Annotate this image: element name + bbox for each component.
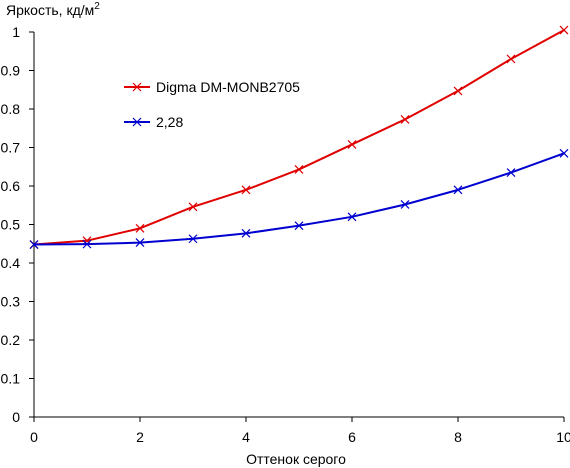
- data-point-marker: [188, 202, 198, 212]
- series-1: [29, 148, 569, 249]
- y-tick-label: 0.4: [1, 255, 21, 271]
- data-point-marker: [82, 239, 92, 249]
- x-axis-label: Оттенок серого: [246, 451, 346, 467]
- legend-label: 2,28: [156, 114, 183, 130]
- data-point-marker: [294, 165, 304, 174]
- legend-entry: Digma DM-MONB2705: [124, 79, 300, 95]
- data-point-marker: [132, 117, 142, 127]
- data-point-marker: [400, 200, 410, 209]
- y-tick-label: 0.8: [1, 101, 21, 117]
- y-tick-label: 0.6: [1, 178, 21, 194]
- data-point-marker: [506, 54, 516, 64]
- legend-entry: 2,28: [124, 114, 183, 130]
- y-axis-label-superscript: 2: [94, 1, 100, 12]
- y-tick-label: 0.9: [1, 63, 21, 79]
- legend: Digma DM-MONB2705 2,28: [124, 79, 300, 130]
- data-point-marker: [453, 185, 463, 195]
- data-point-marker: [132, 82, 142, 92]
- x-tick-label: 6: [348, 429, 356, 445]
- legend-label: Digma DM-MONB2705: [156, 79, 300, 95]
- data-point-marker: [400, 114, 410, 124]
- x-tick-label: 10: [556, 429, 570, 445]
- data-point-marker: [294, 221, 304, 231]
- x-tick-label: 4: [242, 429, 250, 445]
- y-axis-ticks: 0 0.1 0.2 0.3 0.4 0.5 0.6 0.7 0.8 0.9 1: [1, 24, 34, 425]
- series-0: [29, 25, 569, 249]
- y-tick-label: 1: [12, 24, 20, 40]
- y-tick-label: 0.1: [1, 371, 21, 387]
- data-point-marker: [135, 223, 145, 233]
- series-layer: [29, 25, 569, 249]
- data-point-marker: [29, 240, 39, 249]
- y-tick-label: 0: [12, 409, 20, 425]
- x-tick-label: 2: [136, 429, 144, 445]
- data-point-marker: [135, 238, 145, 248]
- data-point-marker: [453, 86, 463, 96]
- x-tick-label: 8: [454, 429, 462, 445]
- data-point-marker: [347, 212, 357, 222]
- y-tick-label: 0.3: [1, 294, 21, 310]
- y-axis-label: Яркость, кд/м2: [6, 1, 100, 18]
- series-line: [33, 29, 565, 246]
- data-point-marker: [506, 168, 516, 177]
- x-tick-label: 0: [30, 429, 38, 445]
- data-point-marker: [188, 234, 198, 244]
- data-point-marker: [241, 185, 251, 195]
- y-tick-label: 0.7: [1, 140, 21, 156]
- y-tick-label: 0.2: [1, 332, 21, 348]
- x-axis-ticks: 0 2 4 6 8 10: [30, 417, 570, 445]
- y-axis-label-main: Яркость, кд/м: [6, 2, 94, 18]
- data-point-marker: [241, 228, 251, 238]
- data-point-marker: [347, 139, 357, 149]
- data-point-marker: [559, 25, 569, 35]
- data-point-marker: [559, 148, 569, 158]
- y-tick-label: 0.5: [1, 217, 21, 233]
- series-line: [33, 152, 565, 246]
